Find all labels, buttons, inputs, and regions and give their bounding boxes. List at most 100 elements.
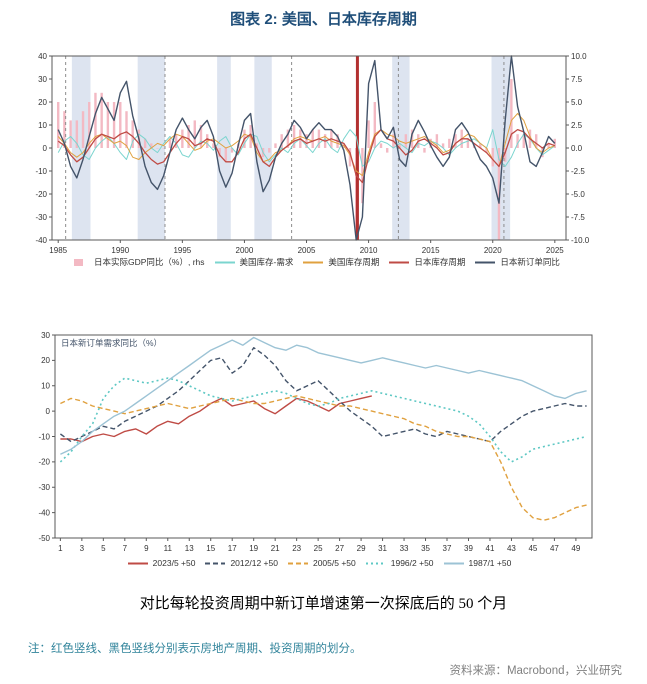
legend-line-swatch xyxy=(127,562,148,564)
svg-text:17: 17 xyxy=(228,544,237,553)
legend-label: 美国库存-需求 xyxy=(239,257,294,267)
legend-item: 日本实际GDP同比（%）, rhs xyxy=(68,256,205,268)
svg-text:3: 3 xyxy=(80,544,85,553)
svg-text:0.0: 0.0 xyxy=(571,144,583,153)
svg-text:-2.5: -2.5 xyxy=(571,167,585,176)
svg-text:10.0: 10.0 xyxy=(571,52,587,61)
legend-item: 1996/2 +50 xyxy=(365,558,434,568)
svg-text:25: 25 xyxy=(314,544,323,553)
svg-text:30: 30 xyxy=(41,331,50,340)
legend-item: 美国库存-需求 xyxy=(214,256,294,268)
svg-text:-40: -40 xyxy=(38,508,50,517)
svg-text:13: 13 xyxy=(185,544,194,553)
legend-label: 2012/12 +50 xyxy=(230,558,278,568)
svg-text:-30: -30 xyxy=(38,483,50,492)
svg-text:2005: 2005 xyxy=(298,246,316,255)
svg-text:-10.0: -10.0 xyxy=(571,236,590,245)
svg-text:-20: -20 xyxy=(35,190,47,199)
legend-line-swatch xyxy=(443,562,464,564)
svg-text:31: 31 xyxy=(378,544,387,553)
svg-text:1990: 1990 xyxy=(111,246,129,255)
svg-text:-30: -30 xyxy=(35,213,47,222)
legend-item: 日本库存周期 xyxy=(388,256,465,268)
svg-text:35: 35 xyxy=(421,544,430,553)
svg-text:5.0: 5.0 xyxy=(571,98,583,107)
legend-line-swatch xyxy=(475,261,496,263)
legend-item: 2023/5 +50 xyxy=(127,558,196,568)
legend-label: 1996/2 +50 xyxy=(390,558,434,568)
svg-text:2025: 2025 xyxy=(546,246,564,255)
legend-label: 日本新订单同比 xyxy=(500,257,560,267)
svg-text:-20: -20 xyxy=(38,458,50,467)
svg-text:5: 5 xyxy=(101,544,106,553)
svg-text:49: 49 xyxy=(571,544,580,553)
svg-text:27: 27 xyxy=(335,544,344,553)
svg-text:10: 10 xyxy=(38,121,47,130)
svg-text:-50: -50 xyxy=(38,534,50,543)
legend-label: 美国库存周期 xyxy=(328,257,380,267)
figure-note: 注：红色竖线、黑色竖线分别表示房地产周期、投资周期的划分。 xyxy=(28,643,362,655)
top-chart: 40 30 2010 0 -10 -20 -30 -40 10.0 7.5 5.0 2.5 0.0 -2.… xyxy=(35,52,590,255)
svg-text:41: 41 xyxy=(486,544,495,553)
legend-item: 2005/5 +50 xyxy=(287,558,356,568)
figure-title: 图表 2: 美国、日本库存周期 xyxy=(230,11,417,28)
svg-text:-10: -10 xyxy=(35,167,47,176)
legend-line-swatch xyxy=(303,261,324,263)
svg-text:2000: 2000 xyxy=(236,246,254,255)
svg-text:21: 21 xyxy=(271,544,280,553)
svg-text:2015: 2015 xyxy=(422,246,440,255)
svg-text:0: 0 xyxy=(43,144,48,153)
bottom-chart-inner-label: 日本新订单需求同比（%） xyxy=(61,338,162,348)
legend-line-swatch xyxy=(205,562,226,564)
svg-text:29: 29 xyxy=(357,544,366,553)
legend-label: 2023/5 +50 xyxy=(152,558,196,568)
svg-text:30: 30 xyxy=(38,75,47,84)
figure-source: 资料来源：Macrobond，兴业研究 xyxy=(449,665,622,677)
svg-text:33: 33 xyxy=(400,544,409,553)
legend-label: 日本实际GDP同比（%）, rhs xyxy=(94,257,205,267)
svg-text:15: 15 xyxy=(206,544,215,553)
legend-bar-swatch xyxy=(74,258,83,266)
legend-line-swatch xyxy=(214,261,235,263)
svg-text:-10: -10 xyxy=(38,432,50,441)
svg-text:0: 0 xyxy=(46,407,51,416)
legend-line-swatch xyxy=(389,261,410,263)
bottom-chart-legend: 2023/5 +50 2012/12 +50 2005/5 +50 1996/2 +5… xyxy=(0,558,647,571)
svg-text:45: 45 xyxy=(528,544,537,553)
svg-text:23: 23 xyxy=(292,544,301,553)
svg-text:10: 10 xyxy=(41,382,50,391)
top-chart-legend: 日本实际GDP同比（%）, rhs 美国库存-需求 美国库存周期 日本库存周期 日本新订… xyxy=(68,256,593,271)
svg-text:-5.0: -5.0 xyxy=(571,190,585,199)
svg-text:39: 39 xyxy=(464,544,473,553)
svg-text:1995: 1995 xyxy=(173,246,191,255)
svg-text:9: 9 xyxy=(144,544,149,553)
legend-label: 日本库存周期 xyxy=(414,257,466,267)
svg-text:7: 7 xyxy=(123,544,128,553)
svg-text:-7.5: -7.5 xyxy=(571,213,585,222)
legend-item: 1987/1 +50 xyxy=(443,558,512,568)
svg-text:7.5: 7.5 xyxy=(571,75,583,84)
svg-text:11: 11 xyxy=(164,544,173,553)
svg-text:40: 40 xyxy=(38,52,47,61)
legend-label: 1987/1 +50 xyxy=(468,558,512,568)
svg-text:37: 37 xyxy=(443,544,452,553)
svg-text:47: 47 xyxy=(550,544,559,553)
figure-caption: 对比每轮投资周期中新订单增速第一次探底后的 50 个月 xyxy=(139,596,508,612)
legend-line-swatch xyxy=(365,562,386,564)
legend-line-swatch xyxy=(287,562,308,564)
svg-text:-40: -40 xyxy=(35,236,47,245)
svg-text:1985: 1985 xyxy=(49,246,67,255)
svg-text:20: 20 xyxy=(41,356,50,365)
svg-text:1: 1 xyxy=(58,544,63,553)
svg-text:2010: 2010 xyxy=(360,246,378,255)
svg-text:2020: 2020 xyxy=(484,246,502,255)
svg-text:19: 19 xyxy=(249,544,258,553)
legend-label: 2005/5 +50 xyxy=(312,558,356,568)
svg-text:2.5: 2.5 xyxy=(571,121,583,130)
legend-item: 2012/12 +50 xyxy=(204,558,278,568)
legend-item: 日本新订单同比 xyxy=(474,256,560,268)
svg-text:43: 43 xyxy=(507,544,516,553)
legend-item: 美国库存周期 xyxy=(302,256,379,268)
